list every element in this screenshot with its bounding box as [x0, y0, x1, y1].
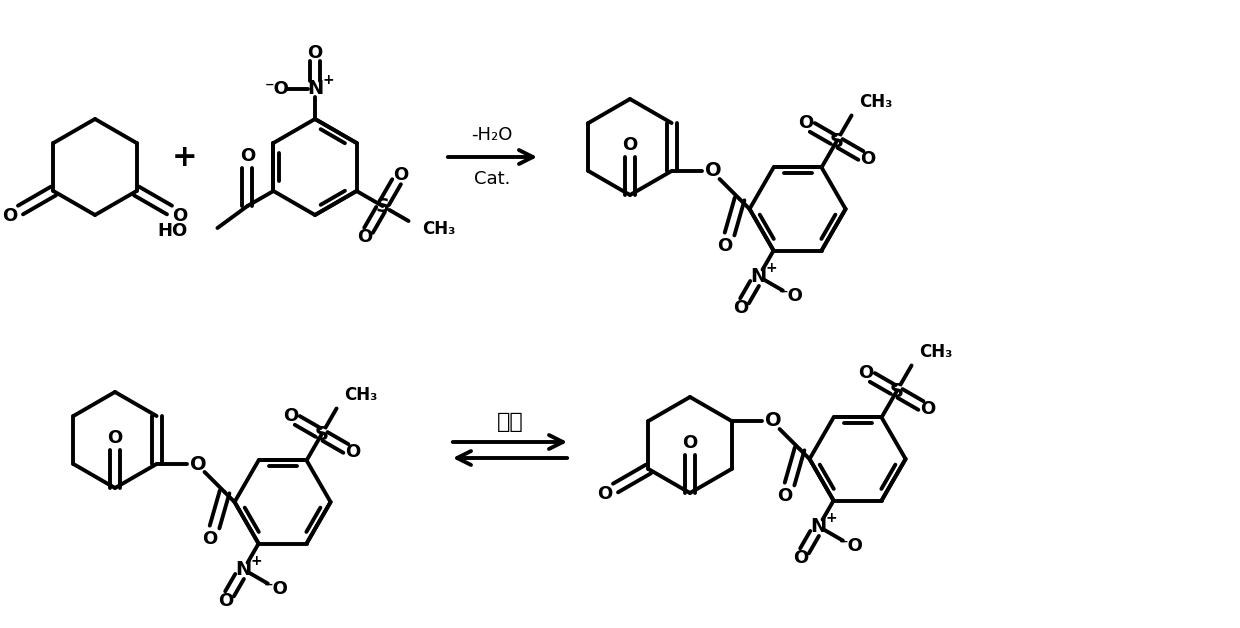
Text: O: O [345, 443, 361, 462]
Text: N: N [811, 517, 827, 536]
Text: O: O [202, 530, 217, 548]
Text: Cat.: Cat. [474, 170, 510, 188]
Text: -H₂O: -H₂O [471, 126, 512, 144]
Text: CH₃: CH₃ [920, 343, 954, 360]
Text: O: O [598, 485, 613, 503]
Text: ⁻O: ⁻O [839, 536, 864, 555]
Text: +: + [172, 143, 198, 171]
Text: +: + [766, 261, 777, 274]
Text: O: O [920, 401, 935, 418]
Text: 重排: 重排 [497, 412, 523, 432]
Text: O: O [765, 411, 782, 431]
Text: HO: HO [157, 222, 187, 240]
Text: O: O [108, 429, 123, 447]
Text: O: O [861, 151, 875, 168]
Text: O: O [797, 114, 813, 133]
Text: ⁻O: ⁻O [264, 80, 289, 98]
Text: O: O [682, 434, 698, 452]
Text: O: O [190, 455, 207, 474]
Text: O: O [792, 549, 808, 566]
Text: O: O [357, 228, 372, 246]
Text: O: O [2, 207, 17, 225]
Text: N: N [236, 560, 252, 579]
Text: CH₃: CH₃ [345, 386, 378, 404]
Text: O: O [622, 136, 637, 154]
Text: O: O [393, 166, 408, 184]
Text: O: O [858, 364, 873, 382]
Text: N: N [750, 267, 766, 286]
Text: +: + [826, 511, 837, 524]
Text: N: N [306, 80, 324, 99]
Text: O: O [777, 487, 792, 505]
Text: S: S [889, 382, 904, 401]
Text: S: S [376, 197, 389, 215]
Text: CH₃: CH₃ [423, 220, 456, 238]
Text: O: O [733, 299, 748, 317]
Text: CH₃: CH₃ [859, 92, 893, 111]
Text: +: + [250, 553, 263, 568]
Text: O: O [717, 237, 732, 255]
Text: ⁻O: ⁻O [264, 580, 289, 598]
Text: +: + [322, 73, 334, 87]
Text: O: O [172, 207, 187, 225]
Text: O: O [239, 147, 255, 165]
Text: S: S [830, 132, 843, 151]
Text: O: O [283, 408, 298, 425]
Text: O: O [218, 592, 233, 610]
Text: O: O [706, 161, 722, 180]
Text: ⁻O: ⁻O [779, 286, 804, 305]
Text: O: O [308, 44, 322, 62]
Text: S: S [315, 425, 329, 444]
